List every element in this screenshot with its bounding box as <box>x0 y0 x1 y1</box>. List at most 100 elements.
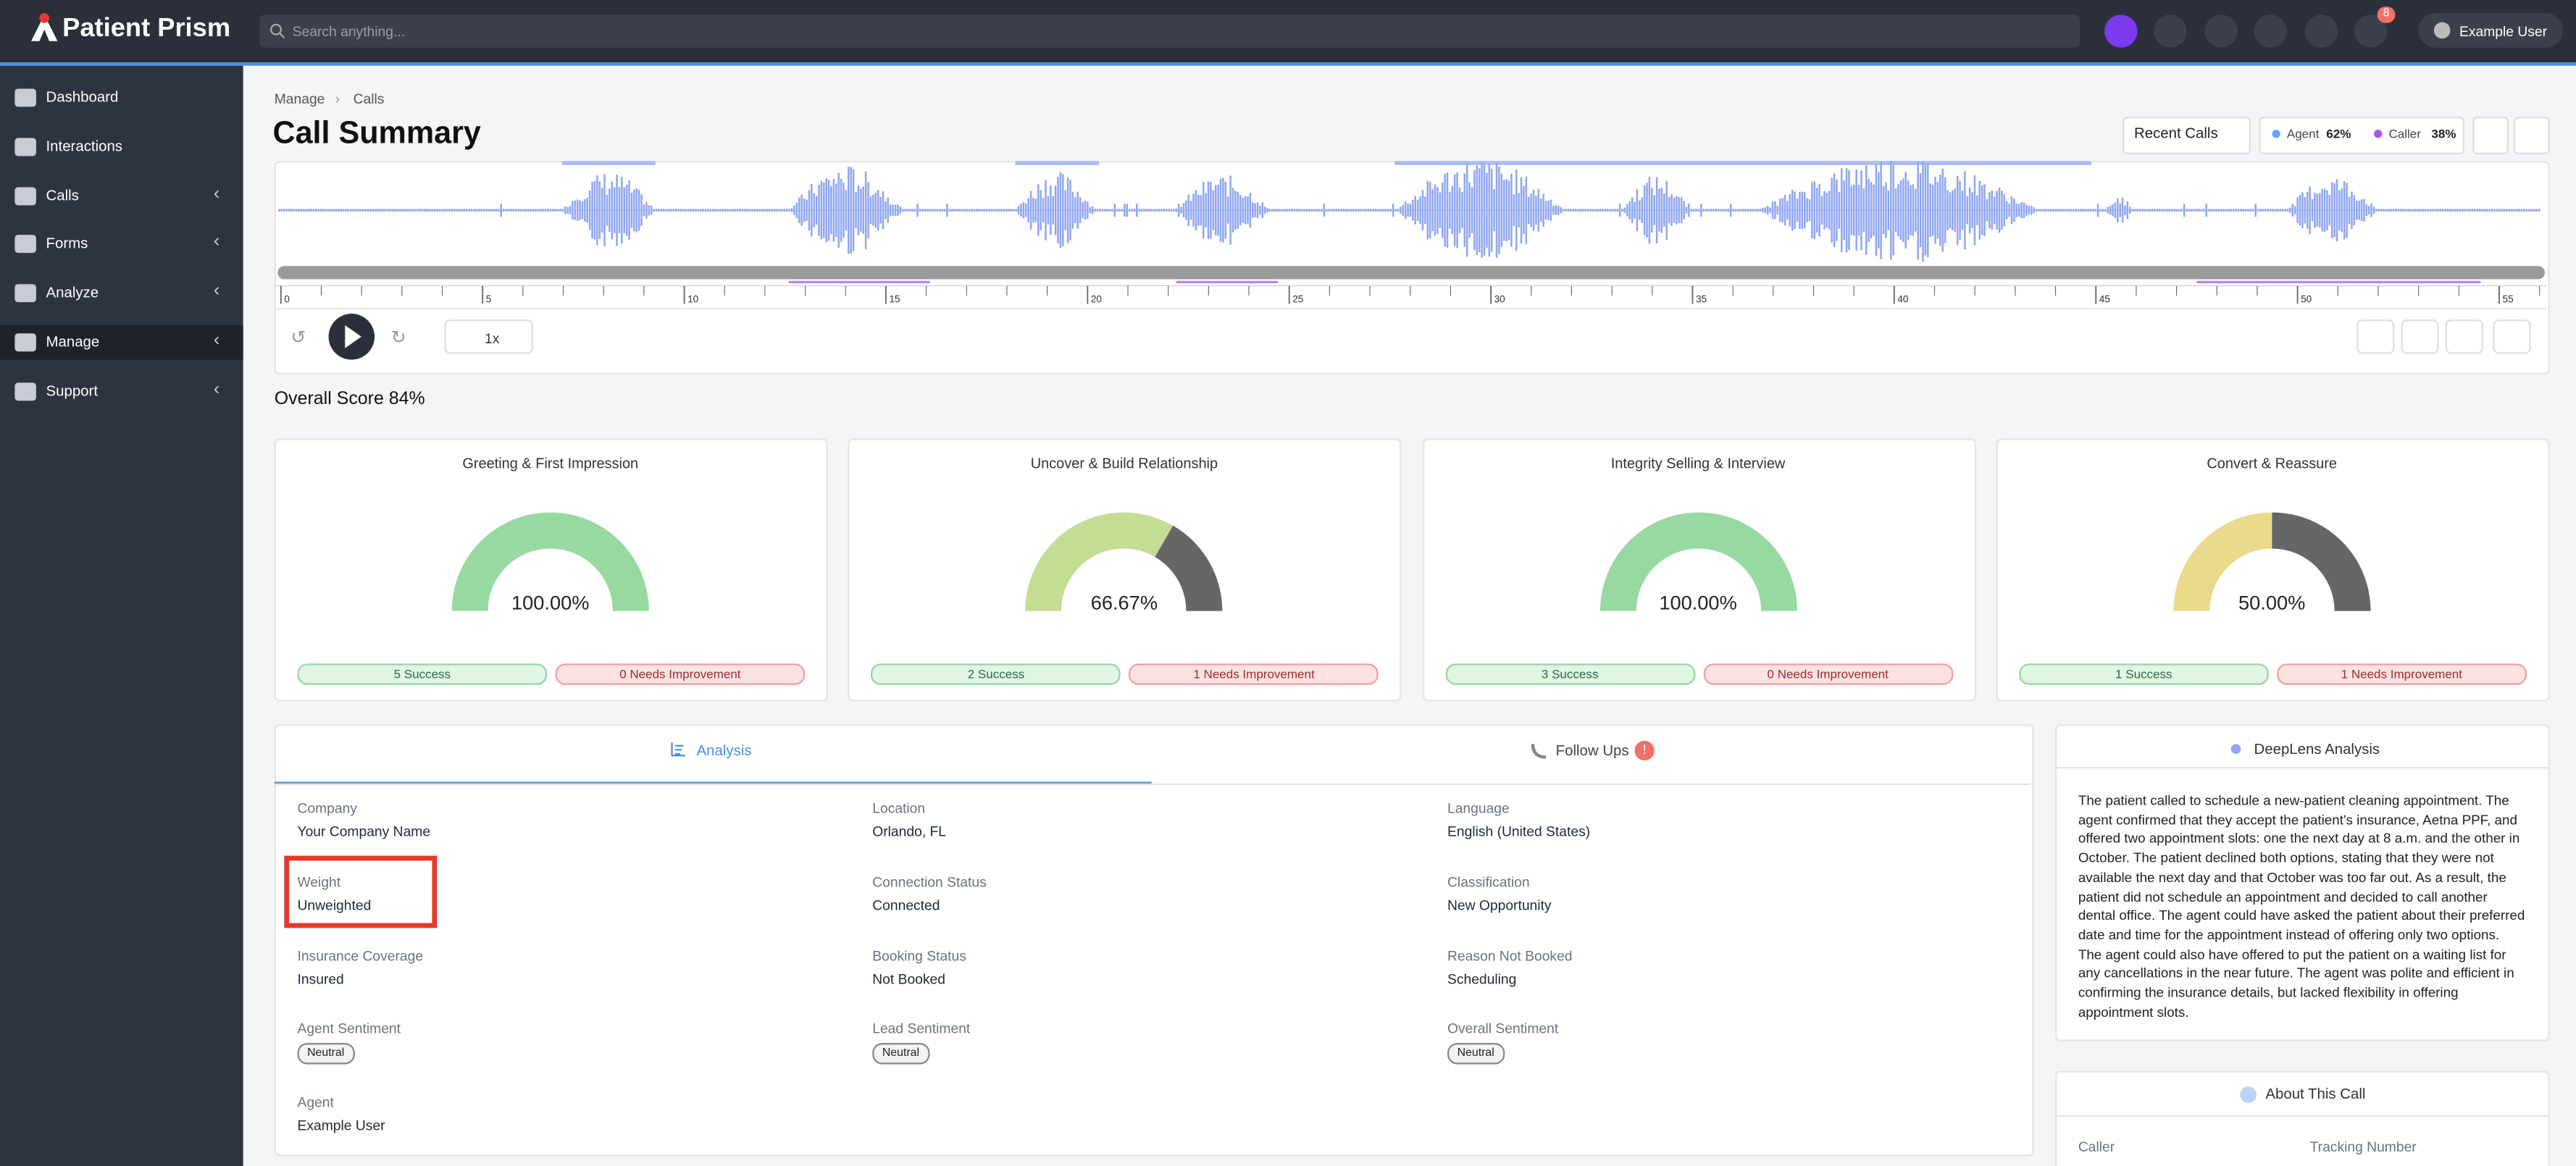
gauge-rest <box>2272 512 2371 611</box>
action-button <box>2445 319 2483 354</box>
nav-icon <box>14 186 36 205</box>
toolbar-icon[interactable] <box>2104 14 2138 48</box>
nav-icon <box>14 333 36 352</box>
deeplens-panel <box>2055 724 2550 1041</box>
action-button <box>2357 319 2395 354</box>
field-value: English (United States) <box>1447 823 1591 839</box>
gauge-rest <box>1155 525 1223 611</box>
ruler-label: 50 <box>2301 293 2312 304</box>
user-name: Example User <box>2459 22 2548 40</box>
search-box[interactable] <box>259 14 2081 48</box>
segment <box>2196 280 2481 284</box>
gauge <box>451 512 649 611</box>
card-title: Integrity Selling & Interview <box>1610 455 1786 471</box>
nav-item[interactable]: Forms <box>46 235 88 252</box>
nav-icon <box>14 88 36 107</box>
score-card <box>1996 438 2550 702</box>
score-card <box>848 438 1402 702</box>
breadcrumb: Calls <box>353 90 385 107</box>
needs-pill: 0 Needs Improvement <box>1702 663 1953 685</box>
gauge-fill <box>451 512 649 611</box>
nav-item[interactable]: Interactions <box>46 138 123 154</box>
nav-item[interactable]: Manage <box>46 333 100 351</box>
needs-pill: 0 Needs Improvement <box>555 663 806 685</box>
tab-divider <box>274 783 2031 786</box>
toolbar-icon[interactable] <box>2204 14 2238 48</box>
rewind: ↺ <box>290 327 306 348</box>
toolbar-icon[interactable] <box>2304 14 2338 48</box>
selection <box>561 161 656 165</box>
field-value: Example User <box>297 1117 385 1134</box>
field-label: Agent Sentiment <box>297 1020 401 1037</box>
field-value: New Opportunity <box>1447 896 1552 913</box>
field-label: Tracking Number <box>2309 1138 2417 1155</box>
gauge-value: 50.00% <box>2238 591 2306 615</box>
field-label: Agent <box>297 1094 334 1111</box>
nav-item[interactable]: Calls <box>46 186 79 204</box>
breadcrumb: Manage <box>274 90 325 107</box>
brand: Patient Prism <box>62 14 231 43</box>
nav-chevron: ‹ <box>213 281 220 301</box>
gauge <box>2173 512 2371 611</box>
tab[interactable]: Analysis <box>696 742 752 759</box>
notification-badge: 8 <box>2377 7 2396 23</box>
nav-item[interactable]: Dashboard <box>46 88 119 106</box>
field-label: Reason Not Booked <box>1447 947 1573 964</box>
field-label: Connection Status <box>872 873 987 890</box>
ruler-label: 55 <box>2503 293 2514 304</box>
ruler-label: 25 <box>1292 293 1303 304</box>
nav-active <box>0 325 243 360</box>
talk-split <box>2259 117 2464 155</box>
legend-percent: 62% <box>2326 126 2351 142</box>
gauge-fill <box>1025 512 1174 611</box>
recent-calls-button[interactable] <box>2123 117 2251 155</box>
ruler-label: 15 <box>889 293 900 304</box>
field-label: Language <box>1447 800 1510 817</box>
nav-icon <box>14 235 36 254</box>
field-label: Weight <box>297 873 341 890</box>
gauge-value: 66.67% <box>1090 591 1158 615</box>
about-panel <box>2055 1070 2550 1166</box>
needs-pill: 1 Needs Improvement <box>1129 663 1379 685</box>
field-value: Insured <box>297 970 344 987</box>
waveform: 0 5 10 15 20 25 30 35 40 45 50 55 ↺ ↻ 1x <box>274 161 2547 360</box>
toolbar-icon[interactable] <box>2254 14 2287 48</box>
tab[interactable]: Follow Ups <box>1555 742 1629 759</box>
highlight-box <box>284 855 438 928</box>
field-label: Location <box>872 800 926 817</box>
bookmark-button[interactable] <box>2472 117 2509 155</box>
page-title: Call Summary <box>272 117 481 151</box>
nav-item[interactable]: Analyze <box>46 284 99 301</box>
field-label: Insurance Coverage <box>297 947 424 964</box>
gauge <box>1599 512 1797 611</box>
deeplens-title: DeepLens Analysis <box>2254 740 2380 758</box>
gauge-fill <box>2173 512 2272 611</box>
ruler-label: 20 <box>1091 293 1103 304</box>
field-label: Booking Status <box>872 947 966 964</box>
divider <box>2055 767 2548 769</box>
logo <box>31 13 58 41</box>
recent-calls-label: Recent Calls <box>2133 125 2218 142</box>
nav-item[interactable]: Support <box>46 382 99 399</box>
field-value: Not Booked <box>872 970 945 987</box>
nav-chevron: ‹ <box>213 183 220 204</box>
success-pill: 5 Success <box>297 663 548 685</box>
divider <box>2055 1115 2548 1117</box>
info-icon <box>2240 1086 2257 1103</box>
field-value: Scheduling <box>1447 970 1517 987</box>
gauge-value: 100.00% <box>1659 591 1737 615</box>
ruler-label: 45 <box>2099 293 2110 304</box>
field-label: Lead Sentiment <box>872 1020 971 1037</box>
segment <box>788 280 930 284</box>
field-value: Orlando, FL <box>872 823 947 839</box>
toolbar-icon[interactable] <box>2154 14 2187 48</box>
more-button[interactable] <box>2513 117 2550 155</box>
legend-name: Agent <box>2286 126 2320 142</box>
deeplens-icon <box>2230 744 2241 754</box>
gauge-fill <box>1599 512 1797 611</box>
legend-name: Caller <box>2388 126 2421 142</box>
field-label: Company <box>297 800 358 817</box>
progress-track <box>277 266 2545 280</box>
sentiment-pill: Neutral <box>872 1043 929 1065</box>
